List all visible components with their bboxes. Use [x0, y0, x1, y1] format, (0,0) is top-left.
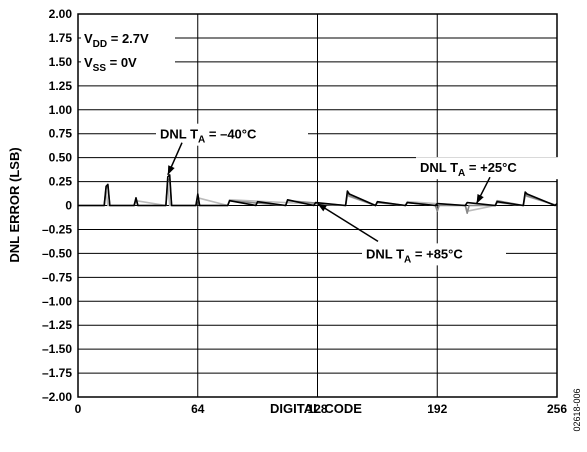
y-tick-label: 1.00	[49, 103, 73, 117]
x-axis-label: DIGITAL CODE	[270, 401, 362, 416]
y-axis-label: DNL ERROR (LSB)	[7, 147, 22, 262]
series-label-0: DNL TA = –40°C	[160, 127, 257, 146]
callout-arrow	[317, 202, 379, 243]
x-tick-label: 256	[547, 402, 567, 416]
y-tick-label: –0.25	[42, 222, 72, 236]
y-tick-label: –1.00	[42, 294, 72, 308]
y-tick-label: –1.25	[42, 318, 72, 332]
y-tick-label: 1.75	[49, 31, 73, 45]
y-tick-label: –0.75	[42, 270, 72, 284]
arrowhead	[476, 193, 484, 204]
y-tick-label: –1.50	[42, 342, 72, 356]
annotations: VDD = 2.7V VSS = 0V DNL TA = –40°C DNL TA =…	[81, 28, 558, 266]
y-tick-label: –1.75	[42, 366, 72, 380]
y-tick-label: 0.25	[49, 175, 73, 189]
plot-frame	[77, 13, 558, 398]
arrowhead	[317, 203, 327, 212]
series-label-1: DNL TA = +25°C	[420, 160, 517, 179]
callout-bg	[156, 123, 308, 146]
y-tick-label: 0.50	[49, 151, 73, 165]
figure-id: 02618-006	[572, 388, 582, 431]
tick-labels: 2.00 1.75 1.50 1.25 1.00 0.75 0.50 0.25 0 –0.25 –0…	[42, 7, 567, 416]
y-tick-label: –2.00	[42, 390, 72, 404]
x-tick-label: 192	[427, 402, 447, 416]
plot-border	[77, 13, 558, 398]
supply-condition-0: VDD = 2.7V	[84, 31, 149, 50]
y-tick-label: 2.00	[49, 7, 73, 21]
callout-bg	[416, 157, 558, 180]
x-tick-label: 64	[191, 402, 205, 416]
y-tick-label: 0	[65, 199, 72, 213]
condition-bg	[81, 28, 175, 49]
x-tick-label: 0	[75, 402, 82, 416]
callout-bg	[362, 243, 506, 266]
x-tick-label: 128	[307, 402, 327, 416]
condition-bg	[81, 52, 175, 73]
arrowhead	[167, 165, 175, 175]
series-label-2: DNL TA = +85°C	[366, 246, 463, 265]
y-tick-label: –0.50	[42, 246, 72, 260]
y-tick-label: 1.50	[49, 55, 73, 69]
y-tick-label: 0.75	[49, 127, 73, 141]
supply-condition-1: VSS = 0V	[84, 55, 137, 74]
y-tick-label: 1.25	[49, 79, 73, 93]
